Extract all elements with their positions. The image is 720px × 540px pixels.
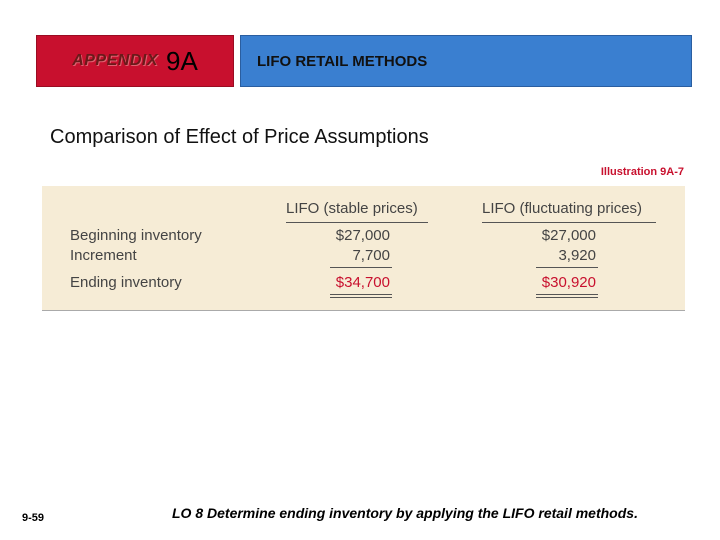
appendix-number: 9A — [165, 45, 198, 76]
row-label-ending: Ending inventory — [70, 274, 182, 291]
slide-subtitle: Comparison of Effect of Price Assumption… — [50, 126, 429, 148]
learning-objective: LO 8 Determine ending inventory by apply… — [172, 505, 638, 521]
header-underline-stable — [286, 222, 428, 223]
appendix-banner: APPENDIX 9A — [36, 35, 234, 87]
row-label-beginning: Beginning inventory — [70, 227, 202, 244]
slide-title: LIFO RETAIL METHODS — [257, 52, 428, 70]
column-header-stable: LIFO (stable prices) — [286, 200, 418, 217]
double-underline-fluctuating-2 — [536, 297, 598, 298]
column-header-fluctuating: LIFO (fluctuating prices) — [482, 200, 643, 217]
header-underline-fluctuating — [482, 222, 656, 223]
subtotal-line-fluctuating — [536, 267, 598, 268]
subtotal-line-stable — [330, 267, 392, 268]
value-stable-ending: $34,700 — [335, 274, 390, 291]
value-stable-beginning: $27,000 — [335, 227, 390, 244]
double-underline-stable-1 — [330, 294, 392, 295]
value-fluctuating-beginning: $27,000 — [541, 227, 596, 244]
value-fluctuating-ending: $30,920 — [541, 274, 596, 291]
double-underline-fluctuating-1 — [536, 294, 598, 295]
row-label-increment: Increment — [70, 247, 137, 264]
value-stable-increment: 7,700 — [352, 247, 390, 264]
page-number: 9-59 — [22, 512, 45, 524]
comparison-table: LIFO (stable prices) LIFO (fluctuating p… — [42, 186, 685, 311]
double-underline-stable-2 — [330, 297, 392, 298]
value-fluctuating-increment: 3,920 — [558, 247, 596, 264]
title-banner: LIFO RETAIL METHODS — [240, 35, 692, 87]
illustration-label: Illustration 9A-7 — [600, 166, 684, 178]
appendix-label: APPENDIX — [72, 52, 158, 69]
